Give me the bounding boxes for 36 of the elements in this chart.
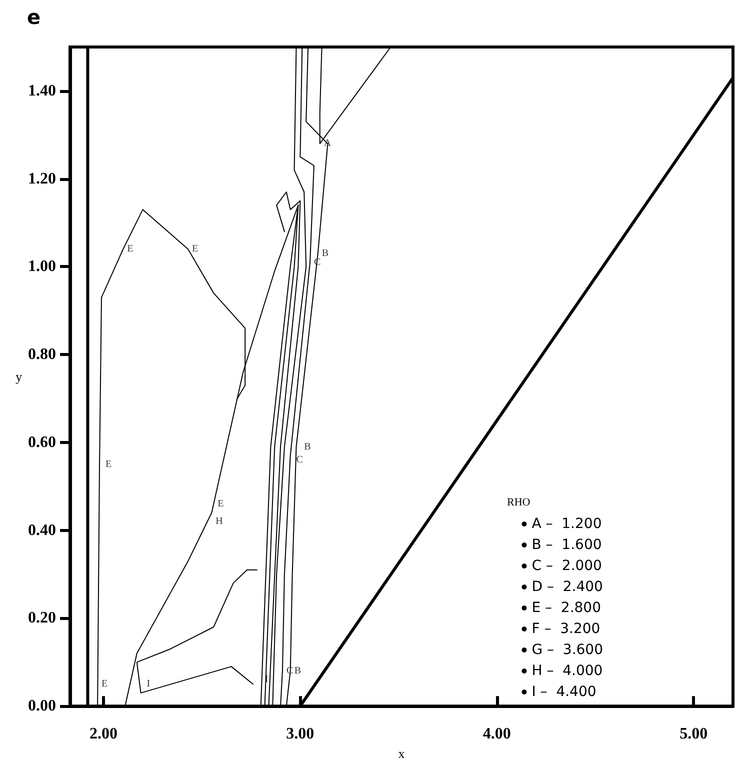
y-tick-label: 0.40 [28,522,56,539]
y-tick-label: 0.60 [28,434,56,451]
y-tick-label: 0.20 [28,610,56,627]
chart-title: e [27,5,41,29]
legend-label: E – 2.800 [532,600,602,616]
annotation: B [304,441,312,452]
annotation: I [146,678,150,690]
legend-title: RHO [507,496,530,508]
x-axis-title: x [398,746,406,761]
legend-label: G – 3.600 [532,642,604,658]
y-tick-label: 0.00 [28,698,56,715]
annotation: E [127,244,134,255]
y-tick-label: 1.40 [28,82,56,100]
x-tick-label: 3.00 [286,726,314,743]
x-tick-label: 2.00 [89,726,118,743]
legend-label: C – 2.000 [532,558,602,574]
legend-label: A – 1.200 [532,516,602,532]
legend-label: B – 1.600 [532,537,602,553]
annotation: E [218,498,224,510]
annotation: H [216,516,223,528]
legend-label: D – 2.400 [532,579,603,595]
legend-label: I – 4.400 [532,684,596,700]
annotation: C [296,454,304,466]
annotation: E [105,458,112,470]
annotation: E [192,244,198,255]
y-tick-label: 0.80 [28,346,56,364]
x-tick-label: 4.00 [482,726,511,743]
legend-label: F – 3.200 [532,621,600,637]
annotation: B [294,665,302,676]
annotation: E [102,678,108,690]
y-axis-title: y [16,369,23,384]
legend-label: H – 4.000 [532,663,603,679]
y-tick-label: 1.00 [28,258,56,276]
annotation: B [322,248,329,260]
y-tick-label: 1.20 [28,170,56,188]
x-tick-label: 5.00 [680,726,708,743]
